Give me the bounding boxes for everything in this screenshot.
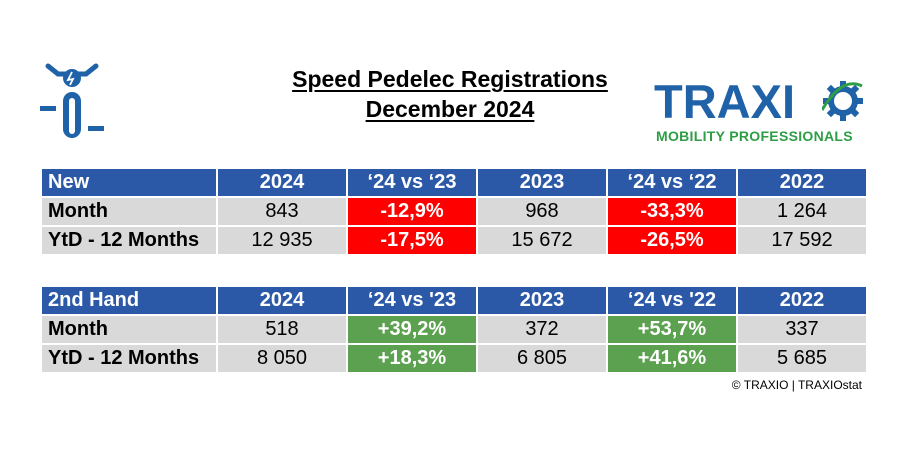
column-header: ‘24 vs ‘23 <box>348 169 476 196</box>
title-line-2: December 2024 <box>220 94 680 124</box>
row-label: YtD - 12 Months <box>42 227 216 254</box>
column-header: 2024 <box>218 169 346 196</box>
value-cell: 518 <box>218 316 346 343</box>
change-cell: +53,7% <box>608 316 736 343</box>
table-section-label: 2nd Hand <box>42 287 216 314</box>
value-cell: 1 264 <box>738 198 866 225</box>
table-row: YtD - 12 Months 8 050 +18,3% 6 805 +41,6… <box>42 345 866 372</box>
row-label: Month <box>42 316 216 343</box>
value-cell: 968 <box>478 198 606 225</box>
chart-title: Speed Pedelec Registrations December 202… <box>220 64 680 124</box>
table-section-label: New <box>42 169 216 196</box>
value-cell: 12 935 <box>218 227 346 254</box>
logo-tagline: MOBILITY PROFESSIONALS <box>656 128 853 144</box>
speed-pedelec-icon <box>36 58 108 142</box>
value-cell: 8 050 <box>218 345 346 372</box>
change-cell: +41,6% <box>608 345 736 372</box>
value-cell: 843 <box>218 198 346 225</box>
column-header: 2023 <box>478 169 606 196</box>
change-cell: -33,3% <box>608 198 736 225</box>
logo-wordmark: TRAXI <box>654 76 795 128</box>
column-header: 2022 <box>738 287 866 314</box>
change-cell: -26,5% <box>608 227 736 254</box>
new-registrations-table: New 2024 ‘24 vs ‘23 2023 ‘24 vs ‘22 2022… <box>40 167 868 256</box>
column-header: ‘24 vs '22 <box>608 287 736 314</box>
value-cell: 17 592 <box>738 227 866 254</box>
change-cell: -17,5% <box>348 227 476 254</box>
table-header-row: New 2024 ‘24 vs ‘23 2023 ‘24 vs ‘22 2022 <box>42 169 866 196</box>
change-cell: +39,2% <box>348 316 476 343</box>
value-cell: 5 685 <box>738 345 866 372</box>
value-cell: 6 805 <box>478 345 606 372</box>
title-line-1: Speed Pedelec Registrations <box>220 64 680 94</box>
column-header: 2023 <box>478 287 606 314</box>
row-label: Month <box>42 198 216 225</box>
change-cell: -12,9% <box>348 198 476 225</box>
traxio-logo: TRAXI MOBILITY PROFESSIONALS <box>654 76 864 148</box>
table-row: Month 843 -12,9% 968 -33,3% 1 264 <box>42 198 866 225</box>
table-row: YtD - 12 Months 12 935 -17,5% 15 672 -26… <box>42 227 866 254</box>
change-cell: +18,3% <box>348 345 476 372</box>
second-hand-registrations-table: 2nd Hand 2024 ‘24 vs '23 2023 ‘24 vs '22… <box>40 285 868 374</box>
copyright-note: © TRAXIO | TRAXIOstat <box>732 378 862 392</box>
column-header: 2024 <box>218 287 346 314</box>
value-cell: 372 <box>478 316 606 343</box>
value-cell: 15 672 <box>478 227 606 254</box>
table-row: Month 518 +39,2% 372 +53,7% 337 <box>42 316 866 343</box>
row-label: YtD - 12 Months <box>42 345 216 372</box>
value-cell: 337 <box>738 316 866 343</box>
table-header-row: 2nd Hand 2024 ‘24 vs '23 2023 ‘24 vs '22… <box>42 287 866 314</box>
column-header: ‘24 vs ‘22 <box>608 169 736 196</box>
column-header: 2022 <box>738 169 866 196</box>
gear-icon <box>822 80 864 122</box>
column-header: ‘24 vs '23 <box>348 287 476 314</box>
